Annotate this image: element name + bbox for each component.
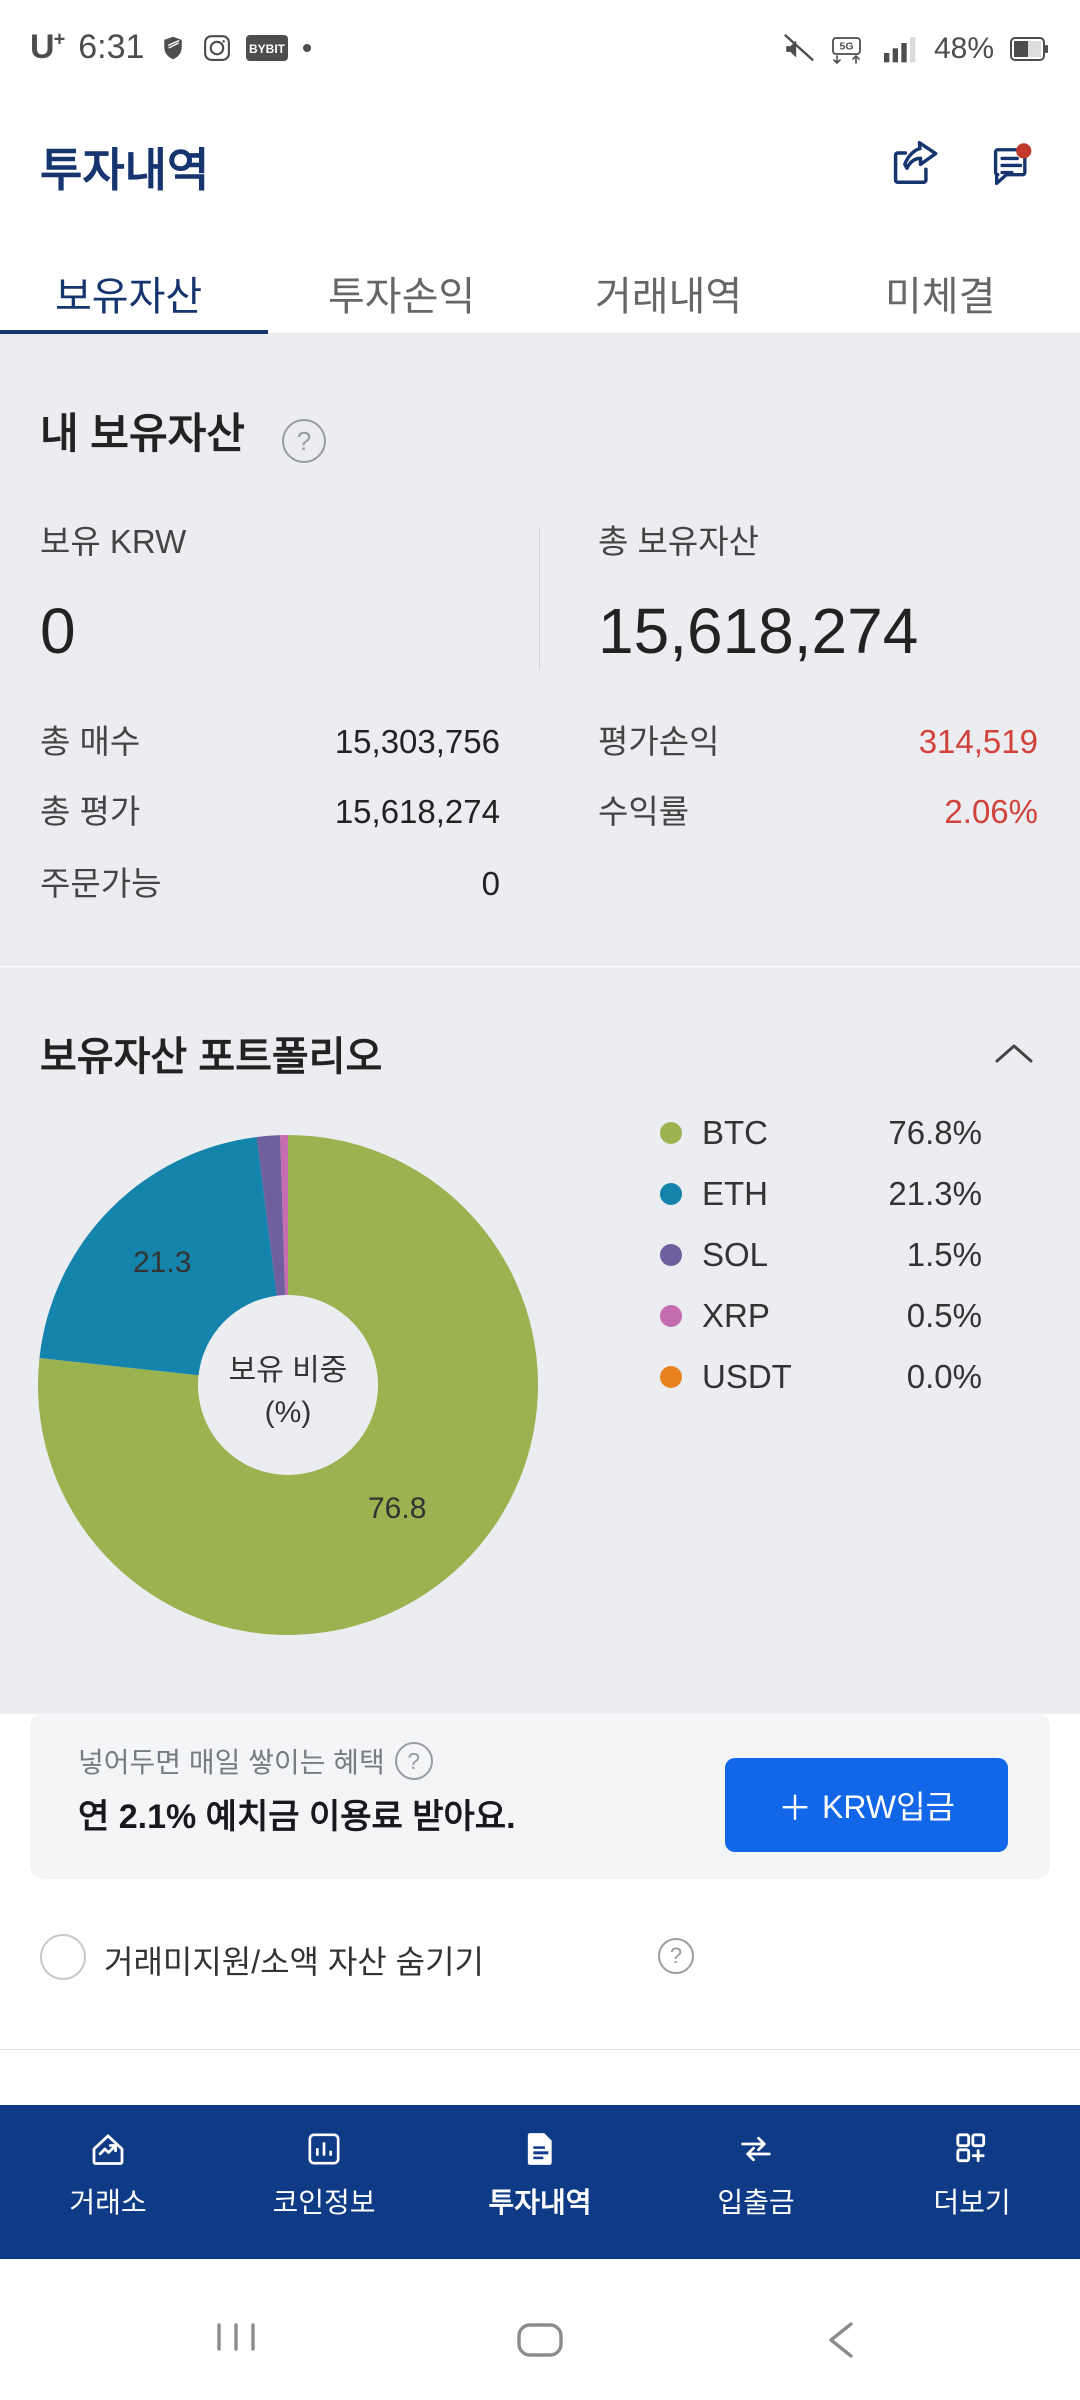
svg-text:5G: 5G <box>839 41 853 53</box>
svg-text:BYBIT: BYBIT <box>249 42 286 56</box>
